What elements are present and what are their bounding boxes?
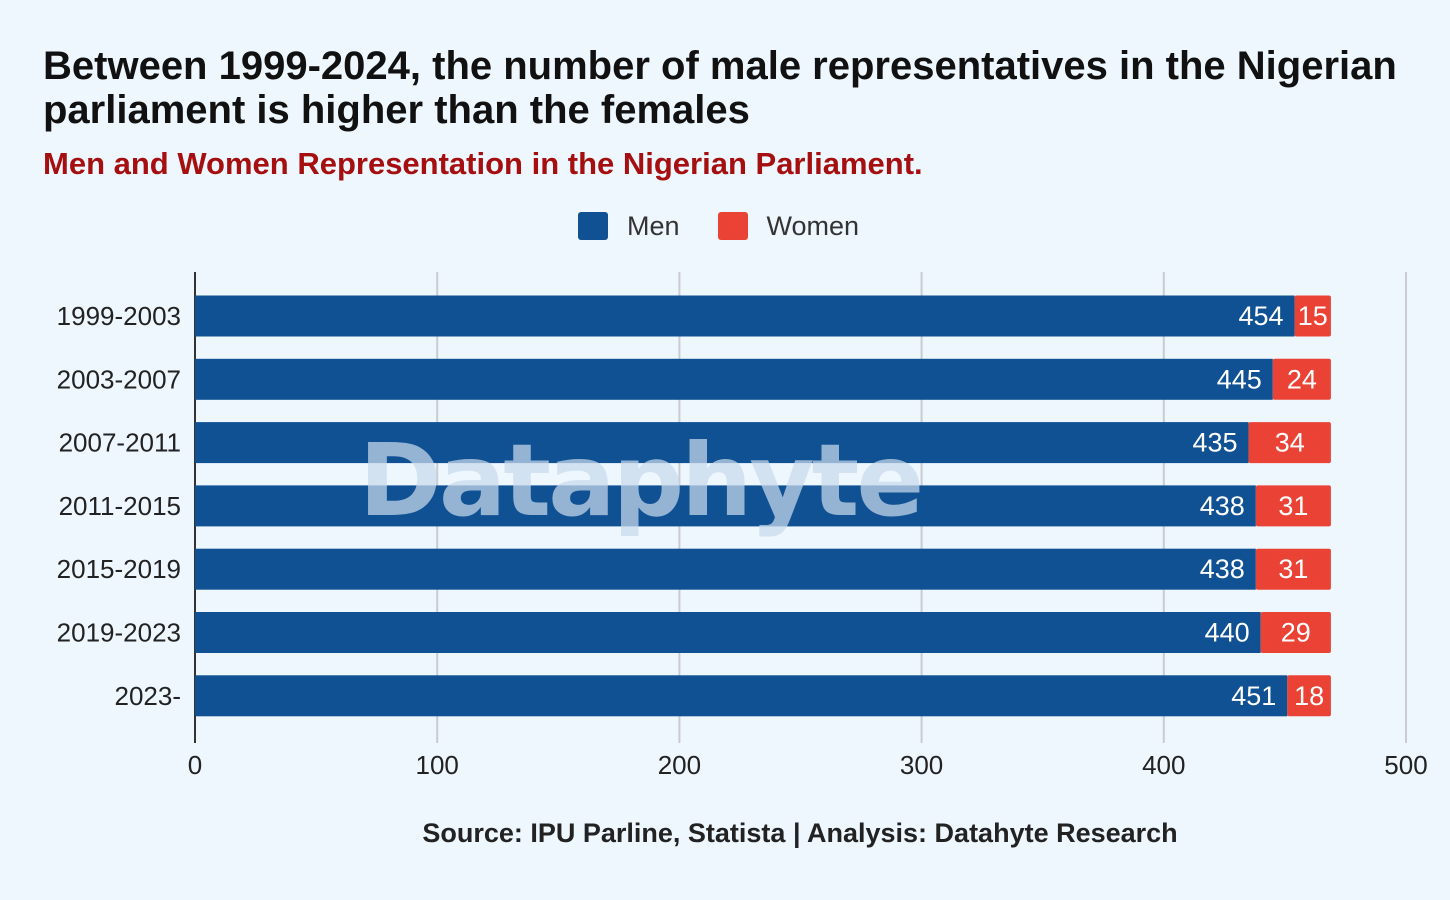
data-label-women: 31 <box>1278 491 1308 521</box>
bar-men <box>195 612 1261 653</box>
bar-men <box>195 358 1273 400</box>
bar-men <box>195 485 1256 527</box>
y-tick-label: 2003-2007 <box>57 364 181 394</box>
chart-title: Between 1999-2024, the number of male re… <box>43 44 1397 132</box>
x-tick-label: 100 <box>416 750 459 780</box>
bar-men <box>195 548 1256 590</box>
x-tick-label: 200 <box>658 750 701 780</box>
data-label-men: 451 <box>1231 681 1276 711</box>
y-tick-label: 2023- <box>115 681 182 711</box>
data-label-men: 454 <box>1239 301 1284 331</box>
source-note: Source: IPU Parline, Statista | Analysis… <box>422 818 1178 848</box>
bar-men <box>195 295 1295 337</box>
source-container: Source: IPU Parline, Statista | Analysis… <box>0 818 1450 849</box>
y-tick-label: 2015-2019 <box>57 554 181 584</box>
legend-label-women: Women <box>766 210 860 241</box>
bar-women <box>1294 295 1331 337</box>
y-tick-label: 1999-2003 <box>57 301 181 331</box>
data-label-women: 18 <box>1294 681 1324 711</box>
data-label-men: 438 <box>1200 491 1245 521</box>
x-tick-label: 400 <box>1142 750 1185 780</box>
bar-women <box>1255 548 1331 590</box>
data-label-women: 31 <box>1278 554 1308 584</box>
chart-subtitle: Men and Women Representation in the Nige… <box>43 146 923 181</box>
y-tick-label: 2019-2023 <box>57 618 181 648</box>
data-label-women: 34 <box>1275 428 1305 458</box>
bar-men <box>195 422 1249 464</box>
x-tick-label: 500 <box>1384 750 1427 780</box>
bar-women <box>1255 485 1331 527</box>
legend-label-men: Men <box>627 210 680 241</box>
data-label-men: 438 <box>1200 554 1245 584</box>
chart-legend: Men Women <box>578 208 897 244</box>
bar-women <box>1248 422 1331 464</box>
data-label-men: 445 <box>1217 364 1262 394</box>
y-tick-label: 2007-2011 <box>59 428 181 458</box>
legend-item-men: Men <box>578 211 680 242</box>
legend-item-women: Women <box>717 210 860 242</box>
bar-women <box>1272 358 1331 400</box>
legend-swatch-women <box>717 212 748 240</box>
data-label-men: 435 <box>1193 428 1238 458</box>
data-label-men: 440 <box>1205 618 1250 648</box>
data-label-women: 29 <box>1281 618 1311 648</box>
bar-men <box>195 675 1288 717</box>
x-tick-label: 0 <box>188 750 202 780</box>
y-tick-label: 2011-2015 <box>59 491 181 521</box>
legend-swatch-men <box>578 212 608 240</box>
watermark-logo: Dataphyte <box>359 422 921 539</box>
data-label-women: 15 <box>1298 301 1328 331</box>
data-label-women: 24 <box>1287 364 1317 394</box>
bar-women <box>1287 675 1331 717</box>
bar-women <box>1260 612 1331 653</box>
x-tick-label: 300 <box>900 750 943 780</box>
